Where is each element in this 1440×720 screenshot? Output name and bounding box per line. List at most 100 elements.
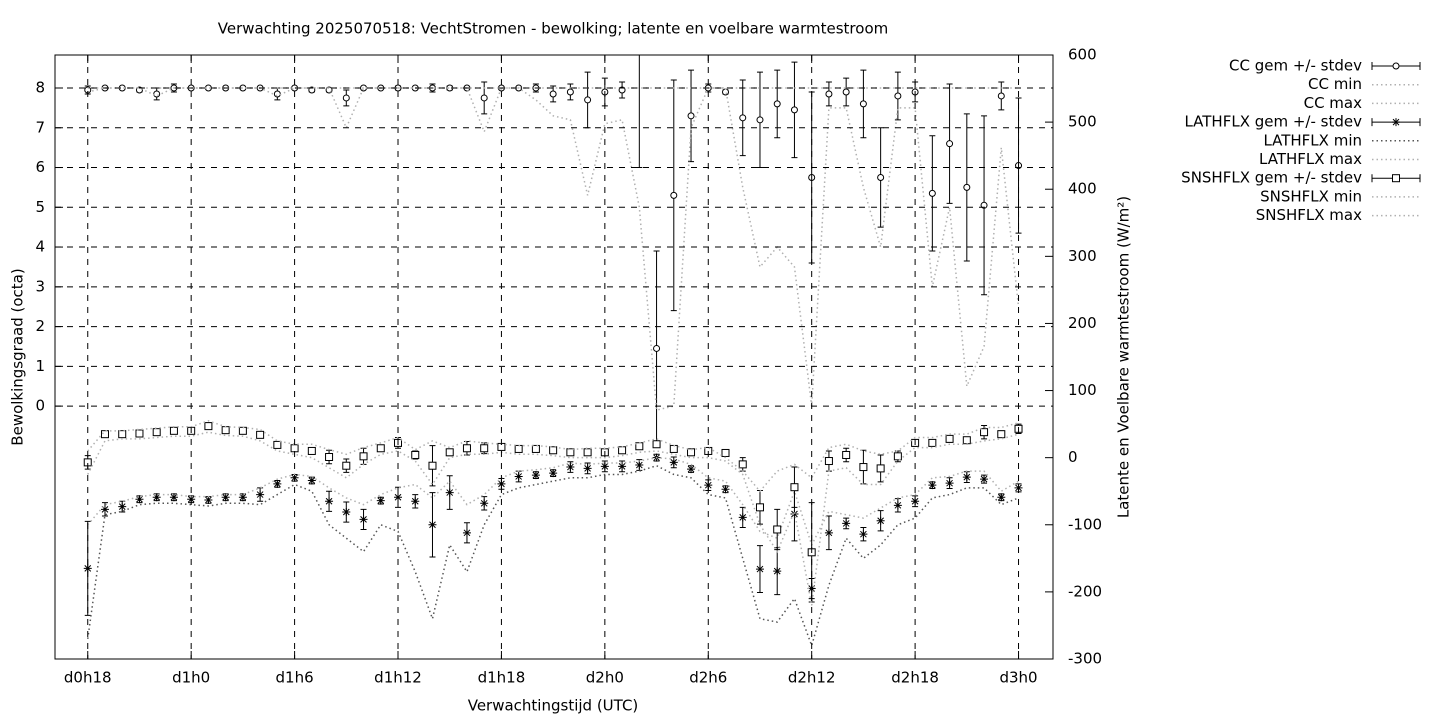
data-point [583, 464, 592, 473]
legend-marker [1392, 62, 1400, 70]
data-point [842, 88, 850, 96]
data-point [859, 100, 867, 108]
legend-marker [1392, 174, 1400, 183]
data-point [704, 481, 713, 490]
data-point [842, 519, 851, 528]
y-tick-label: 3 [35, 277, 45, 295]
data-point [669, 458, 678, 467]
data-point [256, 430, 265, 439]
y-tick-label: 2 [35, 317, 45, 335]
data-point [118, 430, 127, 439]
legend-label: CC min [1308, 75, 1362, 93]
data-point [153, 90, 161, 98]
data-point [928, 189, 936, 197]
data-point [497, 479, 506, 488]
data-point [946, 140, 954, 148]
data-point [755, 503, 764, 512]
data-point [566, 463, 575, 472]
data-point [514, 472, 523, 481]
data-point [428, 461, 437, 470]
data-point [462, 528, 471, 537]
x-tick-label: d1h12 [374, 669, 422, 687]
y2-tick-label: 400 [1068, 180, 1097, 198]
data-point [738, 460, 747, 469]
line [87, 87, 1020, 412]
data-point [636, 45, 642, 51]
x-tick-label: d2h18 [891, 669, 939, 687]
data-point [445, 448, 454, 457]
data-point [876, 516, 885, 525]
x-tick-label: d2h6 [689, 669, 727, 687]
data-point [687, 448, 696, 457]
data-point [118, 502, 127, 511]
y-tick-label: 8 [35, 79, 45, 97]
data-point [722, 88, 730, 96]
data-point [997, 92, 1005, 100]
line [87, 419, 1019, 493]
x-tick-label: d2h0 [586, 669, 624, 687]
y2-tick-label: 200 [1068, 314, 1097, 332]
data-point [669, 444, 678, 453]
plot-area [83, 45, 1023, 648]
x-axis-label: Verwachtingstijd (UTC) [468, 697, 639, 715]
data-point [670, 191, 678, 199]
data-point [428, 520, 437, 529]
data-point [480, 499, 489, 508]
data-point [169, 426, 178, 435]
data-point [739, 114, 747, 122]
data-point [876, 464, 885, 473]
data-point [221, 493, 230, 502]
legend-label: SNSHFLX min [1260, 187, 1362, 205]
data-point [549, 469, 558, 478]
data-point [687, 465, 696, 474]
chart-title: Verwachting 2025070518: VechtStromen - b… [218, 20, 889, 38]
x-tick-label: d0h18 [64, 669, 112, 687]
data-point [618, 462, 627, 471]
plot-frame [54, 54, 1054, 660]
data-point [773, 567, 782, 576]
legend-label: LATHFLX gem +/- stdev [1184, 113, 1362, 131]
data-point [773, 525, 782, 534]
data-point [135, 495, 144, 504]
data-point [342, 461, 351, 470]
data-point [824, 528, 833, 537]
error-bar [636, 55, 643, 169]
data-point [273, 90, 281, 98]
data-point [945, 479, 954, 488]
data-point [893, 452, 902, 461]
data-point [204, 422, 213, 431]
y2-tick-label: -300 [1068, 650, 1102, 668]
data-point [359, 452, 368, 461]
data-point [635, 442, 644, 451]
x-tick-label: d2h12 [788, 669, 836, 687]
legend-label: LATHFLX min [1263, 131, 1362, 149]
data-point [877, 173, 885, 181]
data-point [204, 495, 213, 504]
data-point [859, 463, 868, 472]
data-point [531, 471, 540, 480]
x-tick-label: d1h18 [478, 669, 526, 687]
data-point [566, 88, 574, 96]
data-point [514, 444, 523, 453]
data-point [773, 100, 781, 108]
data-point [687, 112, 695, 120]
data-point [980, 475, 989, 484]
y2-tick-label: 300 [1068, 247, 1097, 265]
y-axis-label: Bewolkingsgraad (octa) [9, 268, 27, 445]
data-point [825, 90, 833, 98]
data-point [256, 490, 265, 499]
data-point [238, 426, 247, 435]
data-point [394, 493, 403, 502]
data-point [549, 90, 557, 98]
data-point [307, 446, 316, 455]
data-point [928, 481, 937, 490]
data-point [411, 497, 420, 506]
line [87, 464, 1019, 648]
data-point [152, 493, 161, 502]
data-point [962, 436, 971, 445]
data-point [445, 488, 454, 497]
data-point [100, 505, 109, 514]
data-point [755, 565, 764, 574]
x-tick-label: d3h0 [999, 669, 1037, 687]
